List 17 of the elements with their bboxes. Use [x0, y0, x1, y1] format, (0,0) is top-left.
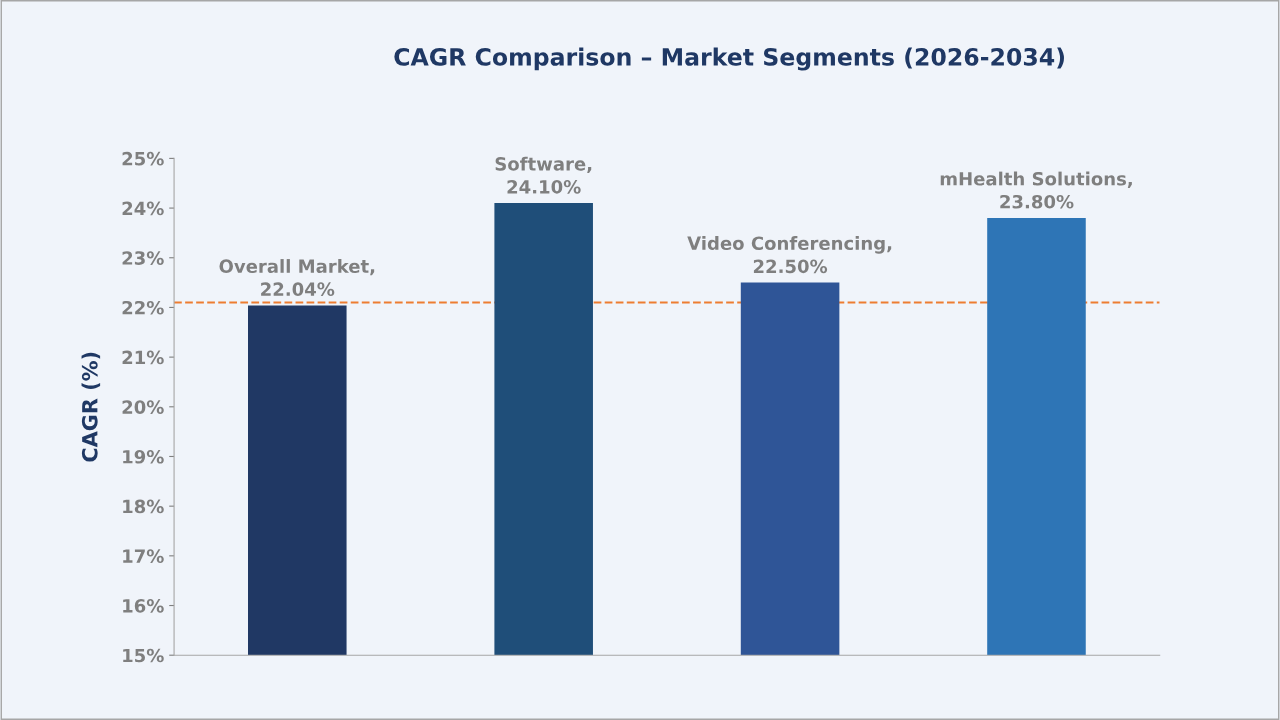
y-tick-label: 16% — [123, 598, 164, 613]
y-tick-label: 21% — [122, 350, 164, 365]
y-tick-label: 25% — [122, 151, 164, 166]
data-label: mHealth Solutions, 23.80% — [940, 171, 1132, 209]
chart-title: CAGR Comparison – Market Segments (2026-2034) — [394, 47, 1064, 71]
data-label: Video Conferencing, 22.50% — [687, 236, 892, 274]
y-tick-label: 15% — [123, 648, 164, 663]
y-tick-label: 23% — [122, 251, 164, 265]
y-tick-label: 22% — [122, 300, 164, 315]
y-tick-label: 18% — [123, 499, 164, 514]
data-label: Software, 24.10% — [495, 156, 592, 194]
y-tick-label: 19% — [123, 449, 164, 464]
y-tick-label: 20% — [122, 400, 164, 414]
y-axis-title: CAGR (%) — [81, 352, 101, 462]
y-tick-label: 17% — [123, 549, 164, 563]
data-label: Overall Market, 22.04% — [219, 259, 375, 296]
y-tick-label: 24% — [122, 201, 164, 216]
